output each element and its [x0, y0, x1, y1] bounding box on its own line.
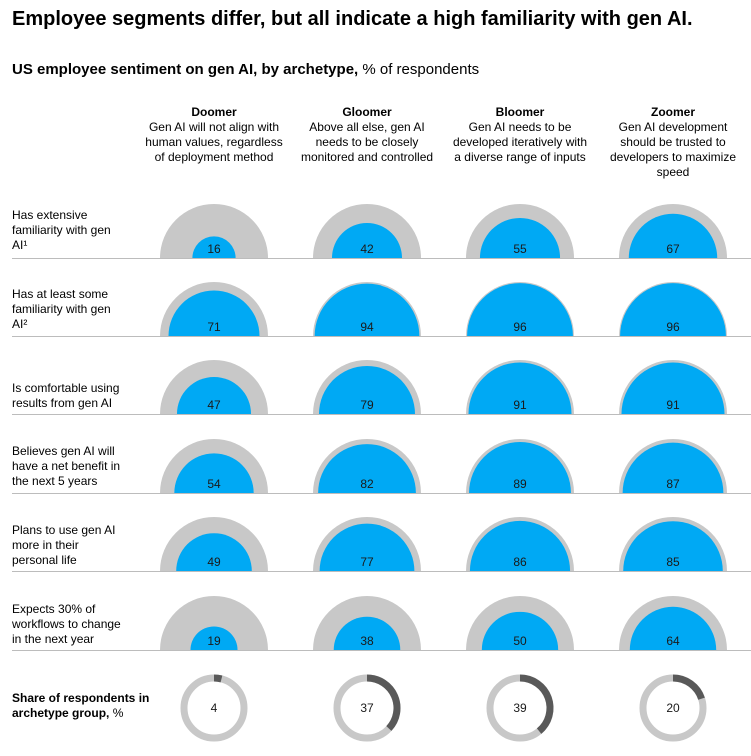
semicircle-value — [319, 523, 415, 571]
value-label: 19 — [207, 634, 221, 648]
chart-subtitle: US employee sentiment on gen AI, by arch… — [12, 61, 479, 78]
value-label: 86 — [513, 555, 527, 569]
semicircle-value — [622, 442, 724, 493]
value-label: 38 — [360, 634, 374, 648]
value-label: 85 — [666, 555, 680, 569]
value-label: 64 — [666, 634, 680, 648]
share-value-label: 20 — [666, 701, 680, 715]
value-label: 89 — [513, 477, 527, 491]
semicircle-value — [628, 213, 718, 258]
semicircle-value — [333, 616, 401, 650]
subtitle-unit: % of respondents — [358, 61, 480, 78]
value-label: 96 — [513, 320, 527, 334]
value-label: 42 — [360, 242, 374, 256]
share-label-text: Share of respondents in archetype group, — [12, 691, 150, 720]
subtitle-bold: US employee sentiment on gen AI, by arch… — [12, 61, 359, 78]
donut-share-arc — [519, 674, 554, 734]
value-label: 55 — [513, 242, 527, 256]
value-label: 50 — [513, 634, 527, 648]
row-label: Has at least some familiarity with gen A… — [12, 287, 111, 331]
archetype-gloomer: Gloomer Above all else, gen AI needs to b… — [297, 105, 437, 165]
share-label: Share of respondents in archetype group,… — [12, 691, 152, 721]
value-label: 94 — [360, 320, 374, 334]
value-label: 87 — [666, 477, 680, 491]
archetype-name: Zoomer — [650, 105, 695, 119]
value-label: 91 — [513, 398, 527, 412]
value-label: 77 — [360, 555, 374, 569]
value-label: 96 — [666, 320, 680, 334]
donut-share-arc — [213, 674, 223, 683]
archetype-doomer: Doomer Gen AI will not align with human v… — [144, 105, 284, 165]
share-value-label: 4 — [211, 701, 218, 715]
semicircle-value — [620, 283, 726, 336]
semicircle-value — [332, 223, 402, 258]
donut-share-arc — [366, 674, 401, 731]
archetype-name: Bloomer — [495, 105, 545, 119]
semicircle-value — [192, 236, 236, 258]
semicircle-value — [623, 521, 723, 571]
semicircle-value — [314, 283, 420, 336]
row-label: Is comfortable using results from gen AI — [12, 381, 120, 410]
value-label: 91 — [666, 398, 680, 412]
row-label: Plans to use gen AI more in their person… — [12, 523, 116, 567]
semicircle-value — [467, 283, 573, 336]
archetype-bloomer: Bloomer Gen AI needs to be developed iter… — [450, 105, 590, 165]
semicircle-value — [469, 520, 571, 571]
value-label: 67 — [666, 242, 680, 256]
chart-title: Employee segments differ, but all indica… — [12, 8, 693, 30]
archetype-description: Gen AI development should be trusted to … — [609, 120, 737, 179]
share-value-label: 39 — [513, 701, 527, 715]
row-label: Has extensive familiarity with gen AI¹ — [12, 208, 111, 252]
value-label: 47 — [207, 398, 221, 412]
semicircle-value — [319, 366, 415, 414]
share-value-label: 37 — [360, 701, 374, 715]
semicircle-value — [174, 453, 254, 493]
semicircle-value — [468, 362, 572, 414]
archetype-description: Gen AI needs to be developed iteratively… — [452, 120, 588, 164]
archetype-name: Doomer — [191, 105, 237, 119]
archetype-description: Above all else, gen AI needs to be close… — [300, 120, 434, 164]
row-label: Expects 30% of workflows to change in th… — [12, 602, 121, 646]
semicircle-track — [160, 596, 268, 650]
semicircle-value — [190, 626, 238, 650]
share-label-unit: % — [109, 706, 124, 720]
semicircle-value — [469, 442, 571, 493]
row-label: Believes gen AI will have a net benefit … — [12, 444, 121, 488]
semicircle-value — [629, 606, 717, 650]
archetype-description: Gen AI will not align with human values,… — [145, 120, 283, 164]
semicircle-value — [481, 611, 559, 650]
value-label: 16 — [207, 242, 221, 256]
archetype-name: Gloomer — [342, 105, 392, 119]
semicircle-value — [168, 290, 260, 336]
semicircle-track — [160, 204, 268, 258]
semicircle-value — [621, 362, 725, 414]
semicircle-value — [176, 533, 252, 571]
value-label: 82 — [360, 477, 374, 491]
semicircle-value — [479, 217, 561, 258]
value-label: 54 — [207, 477, 221, 491]
value-label: 71 — [207, 320, 221, 334]
semicircle-value — [176, 376, 252, 414]
donut-share-arc — [672, 674, 705, 701]
value-label: 79 — [360, 398, 374, 412]
archetype-zoomer: Zoomer Gen AI development should be trust… — [603, 105, 743, 180]
semicircle-value — [318, 444, 416, 493]
value-label: 49 — [207, 555, 221, 569]
